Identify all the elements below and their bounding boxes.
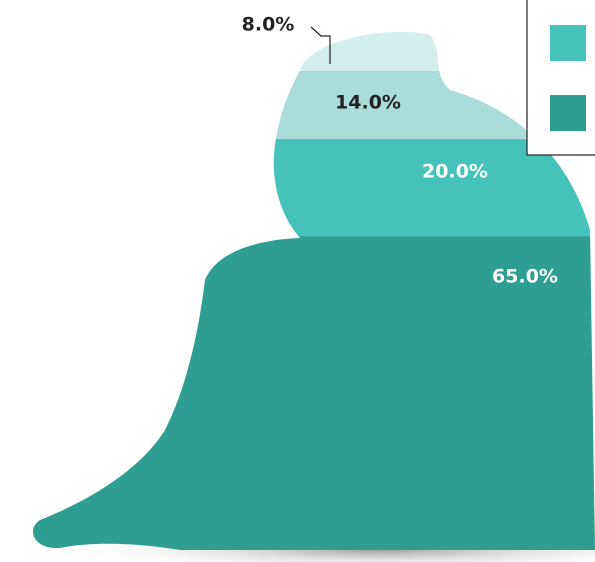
legend-swatch: [550, 95, 586, 131]
data-label: 65.0%: [492, 266, 558, 288]
legend-swatch: [550, 25, 586, 61]
band: [32, 31, 595, 71]
band: [32, 70, 595, 139]
data-label: 14.0%: [335, 92, 401, 114]
data-label: 8.0%: [242, 14, 295, 36]
data-label: 20.0%: [422, 161, 488, 183]
legend: [526, 0, 595, 156]
figure: [32, 31, 595, 550]
labels: 8.0% 14.0% 20.0% 65.0%: [242, 14, 558, 288]
band: [32, 138, 595, 237]
leader-line: [310, 26, 331, 64]
